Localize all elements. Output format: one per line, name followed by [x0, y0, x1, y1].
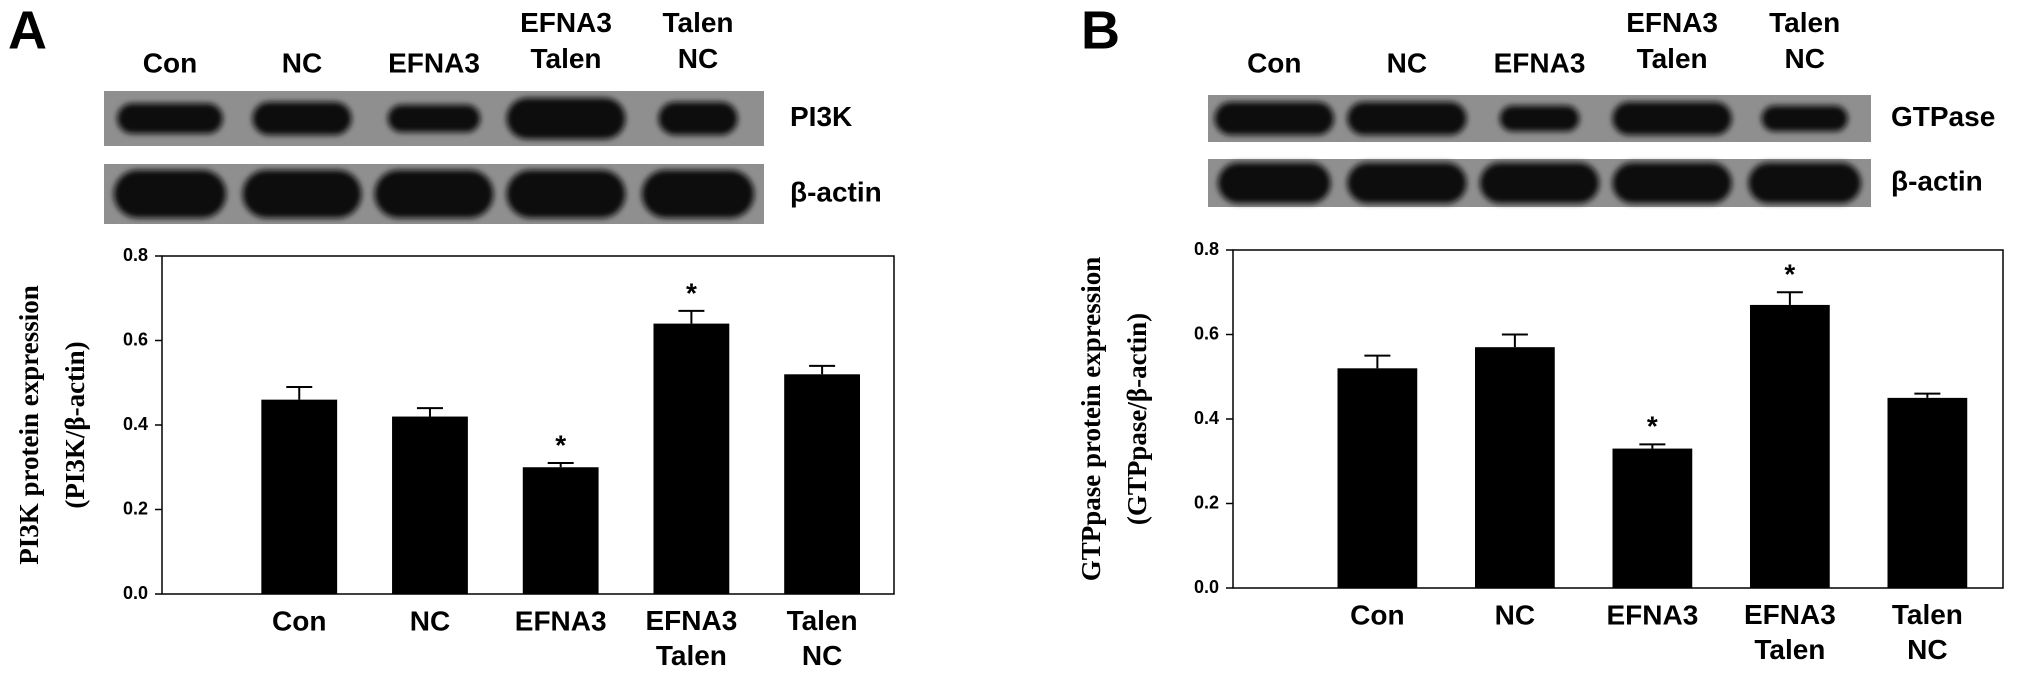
blot-band [113, 170, 227, 218]
blot-band [117, 103, 223, 134]
bar [522, 467, 599, 594]
y-axis-label: (GTPpase/β-actin) [1122, 313, 1152, 525]
significance-mark: * [686, 277, 697, 308]
bar [1337, 368, 1418, 588]
y-axis-label: (PI3K/β-actin) [60, 341, 90, 508]
error-bar [1639, 443, 1666, 449]
y-tick-label: 0.6 [123, 329, 148, 349]
y-tick-label: 0.0 [123, 583, 148, 603]
blot-band [242, 170, 362, 218]
blot-label: β-actin [790, 176, 882, 207]
y-tick-label: 0.4 [1194, 408, 1219, 428]
lane-label: Talen NC [1769, 7, 1840, 74]
error-bar [547, 462, 574, 468]
significance-mark: * [1647, 411, 1658, 442]
significance-mark: * [1784, 259, 1795, 290]
blot-band [1347, 162, 1467, 204]
y-axis-label: PI3K protein expression [14, 285, 44, 565]
blot-band [387, 104, 481, 133]
bar [784, 374, 861, 594]
bar [261, 399, 338, 594]
significance-mark: * [555, 429, 566, 460]
x-tick-label: NC [1495, 599, 1535, 630]
blot-band [1479, 162, 1600, 204]
blot-band [1347, 102, 1467, 135]
error-bar [286, 385, 313, 400]
error-bar [1501, 333, 1528, 348]
blot-label: GTPase [1891, 101, 1995, 132]
blot-band [506, 97, 626, 140]
x-tick-label: Con [272, 605, 326, 636]
blot-band [1612, 162, 1732, 204]
panel-letter: B [1081, 0, 1120, 60]
y-tick-label: 0.2 [123, 498, 148, 518]
y-tick-label: 0.4 [123, 414, 148, 434]
bar [1887, 397, 1968, 588]
blot-band [1217, 162, 1331, 204]
error-bar [1364, 354, 1391, 369]
x-tick-label: Talen NC [1892, 599, 1963, 665]
x-tick-label: EFNA3 [515, 605, 607, 636]
error-bar [809, 364, 836, 375]
blot-label: β-actin [1891, 165, 1983, 196]
y-tick-label: 0.6 [1194, 323, 1219, 343]
y-tick-label: 0.8 [1194, 239, 1219, 259]
lane-label: NC [282, 47, 322, 78]
bar [1475, 347, 1555, 588]
blot-band [374, 170, 494, 218]
lane-label: EFNA3 [1494, 47, 1586, 78]
x-tick-label: Talen NC [787, 605, 858, 671]
error-bar [1776, 291, 1803, 305]
blot-band [252, 102, 352, 135]
lane-label: NC [1387, 47, 1427, 78]
blot-band [506, 170, 626, 218]
blot-band [641, 170, 755, 218]
lane-label: Con [1247, 47, 1301, 78]
bar [392, 416, 468, 594]
x-tick-label: EFNA3 [1606, 599, 1698, 630]
lane-label: EFNA3 [388, 47, 480, 78]
blot-label: PI3K [790, 101, 852, 132]
y-tick-label: 0.0 [1194, 577, 1219, 597]
lane-label: EFNA3 Talen [1626, 7, 1718, 74]
lane-label: EFNA3 Talen [520, 7, 612, 74]
y-tick-label: 0.8 [123, 245, 148, 265]
lane-label: Con [143, 47, 197, 78]
x-tick-label: Con [1350, 599, 1404, 630]
error-bar [1914, 392, 1941, 398]
x-tick-label: EFNA3 Talen [645, 605, 737, 671]
x-tick-label: NC [410, 605, 450, 636]
error-bar [416, 407, 443, 417]
y-tick-label: 0.2 [1194, 492, 1219, 512]
bar [653, 323, 730, 594]
panel-letter: A [8, 0, 47, 60]
blot-band [1214, 102, 1334, 135]
blot-band [658, 102, 738, 135]
blot-band [1499, 105, 1580, 132]
y-axis-label: GTPpase protein expression [1076, 257, 1106, 582]
lane-label: Talen NC [662, 7, 733, 74]
error-bar [678, 309, 705, 324]
bar [1612, 448, 1693, 588]
blot-band [1612, 102, 1732, 135]
x-tick-label: EFNA3 Talen [1744, 599, 1836, 665]
blot-band [1748, 162, 1862, 204]
bar [1750, 304, 1830, 588]
blot-band [1761, 105, 1848, 132]
